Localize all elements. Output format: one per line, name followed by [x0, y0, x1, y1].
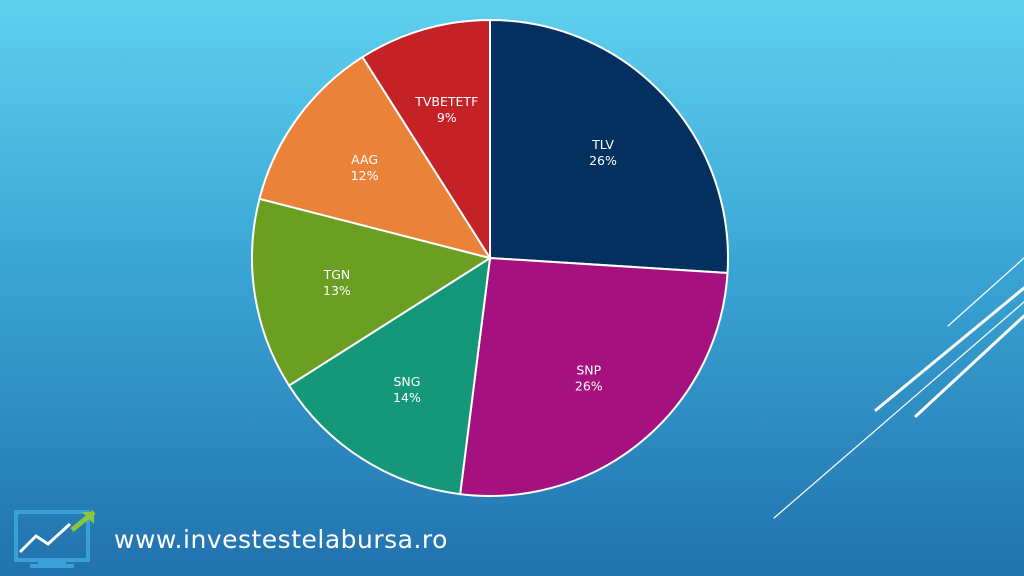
slice-label: TVBETETF: [414, 94, 478, 109]
slice-label: TGN: [323, 267, 351, 282]
slice-value-label: 13%: [323, 283, 351, 298]
decorative-line: [874, 286, 1024, 412]
slice-label: SNG: [393, 374, 420, 389]
pie-slice-aag: [258, 55, 493, 260]
decorative-lines: [773, 257, 1024, 519]
slice-value-label: 9%: [437, 110, 457, 125]
pie-slice-tlv: [489, 18, 729, 275]
slice-value-label: 12%: [351, 168, 379, 183]
slice-value-label: 26%: [575, 378, 603, 393]
pie-slice-sng: [287, 256, 492, 496]
slice-label: AAG: [351, 152, 378, 167]
slice-label: TLV: [591, 137, 614, 152]
site-logo[interactable]: www.investestelabursa.ro: [14, 508, 448, 570]
decorative-line: [947, 257, 1024, 327]
pie-slice-tgn: [251, 197, 493, 387]
decorative-line: [914, 314, 1024, 418]
pie-slice-snp: [459, 256, 729, 497]
site-url[interactable]: www.investestelabursa.ro: [114, 524, 448, 554]
pie-slice-tvbetetf: [361, 18, 491, 262]
slice-label: SNP: [576, 362, 601, 377]
slice-value-label: 14%: [393, 390, 421, 405]
rising-chart-icon: [14, 510, 96, 568]
decorative-line: [773, 301, 1024, 519]
slice-value-label: 26%: [589, 153, 617, 168]
